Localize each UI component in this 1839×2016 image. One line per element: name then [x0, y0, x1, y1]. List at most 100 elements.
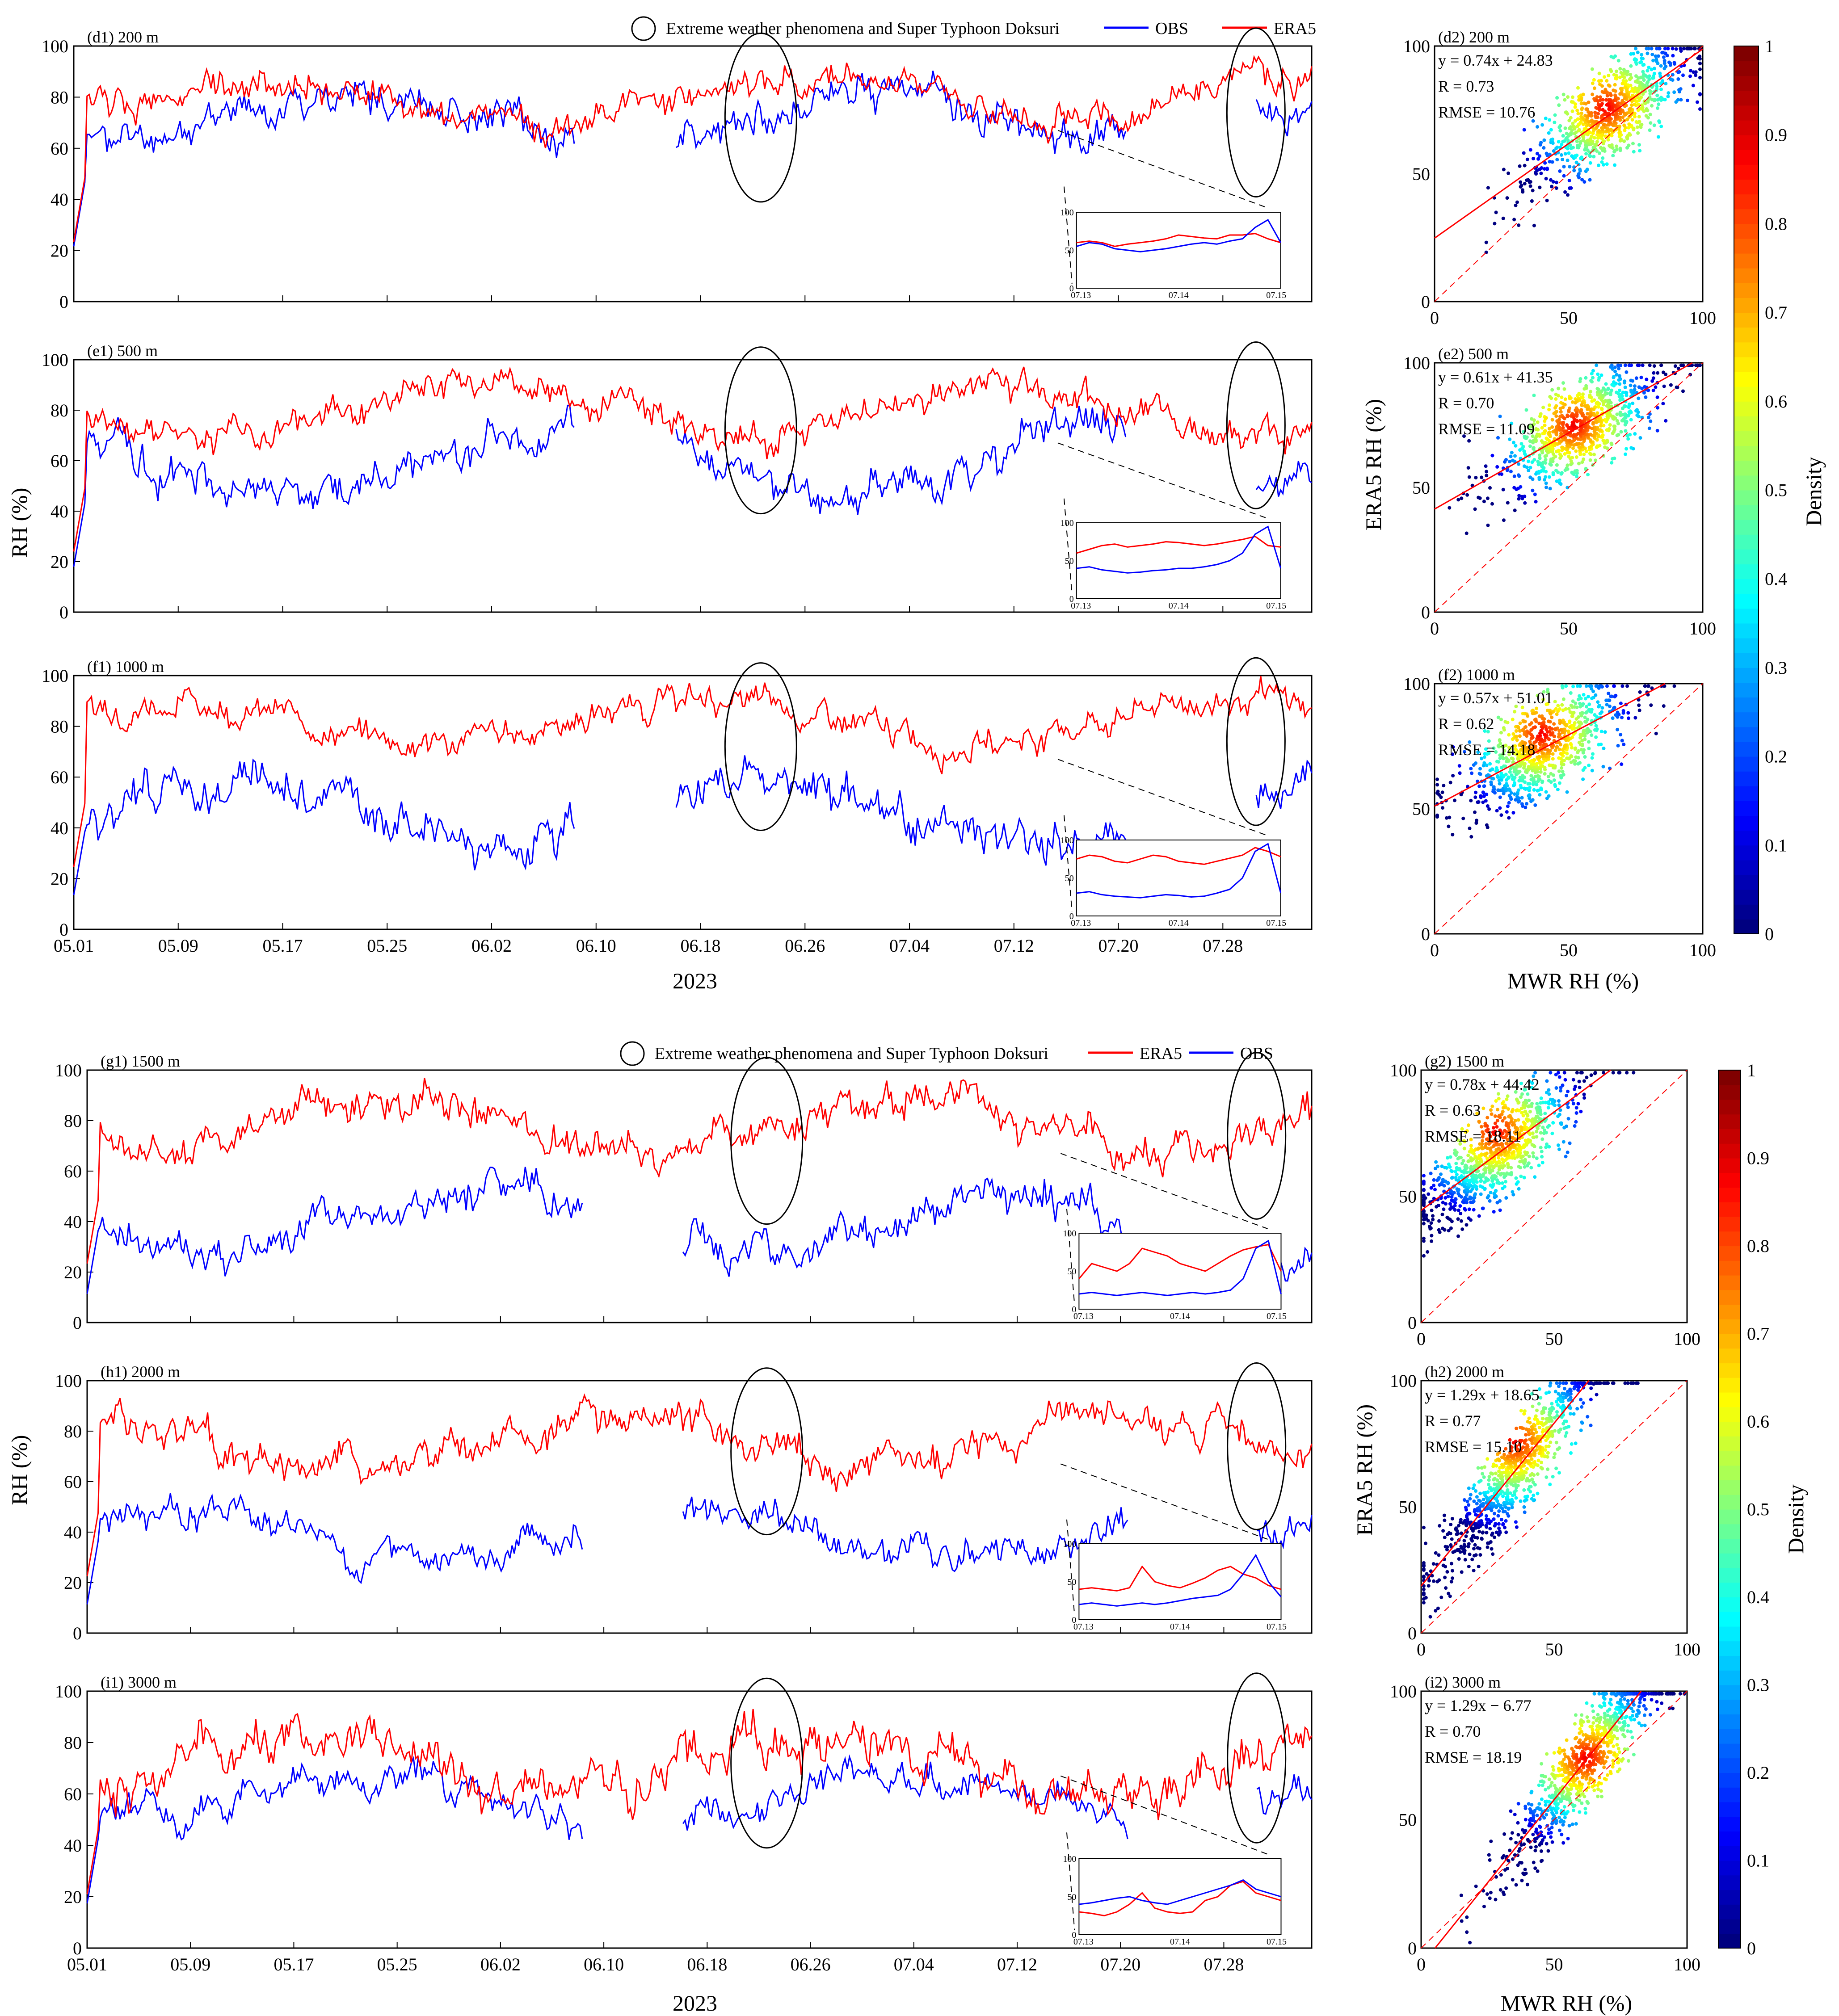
scatter-point [1548, 427, 1551, 431]
scatter-point [1489, 1191, 1493, 1195]
mwr-axis-label-bottom: MWR RH (%) [1501, 1991, 1632, 2016]
scatter-point [1454, 1176, 1458, 1180]
scatter-point [1579, 748, 1583, 752]
scatter-point [1642, 78, 1646, 82]
scatter-point [1478, 1499, 1482, 1503]
scatter-point [1471, 1534, 1475, 1538]
scatter-point [1529, 774, 1533, 778]
scatter-point [1497, 1470, 1501, 1473]
scatter-point [1486, 1518, 1490, 1522]
scatter-point [1472, 1569, 1476, 1573]
scatter-point [1460, 1219, 1463, 1223]
scatter-point [1446, 1156, 1449, 1160]
scatter-point [1627, 363, 1631, 367]
scatter-point [1510, 450, 1514, 454]
scatter-point [1449, 1226, 1453, 1230]
scatter-point [1555, 96, 1559, 100]
scatter-point [1533, 1417, 1537, 1421]
y-tick-label: 50 [1412, 478, 1430, 498]
scatter-point [1571, 446, 1575, 450]
scatter-point [1527, 1432, 1531, 1436]
scatter-point [1589, 1073, 1593, 1077]
scatter-point [1544, 116, 1548, 120]
scatter-point [1671, 46, 1675, 50]
scatter-point [1519, 442, 1523, 446]
scatter-point [1506, 721, 1510, 725]
scatter-point [1543, 161, 1547, 165]
scatter-point [1648, 128, 1652, 132]
scatter-point [1589, 111, 1593, 115]
inset-arrow [1066, 1519, 1075, 1616]
scatter-point [1572, 1386, 1576, 1390]
scatter-point [1625, 89, 1629, 93]
scatter-point [1651, 76, 1654, 80]
scatter-point [1525, 1882, 1529, 1886]
scatter-point [1577, 144, 1581, 148]
scatter-point [1530, 460, 1534, 464]
scatter-point [1599, 103, 1603, 107]
scatter-point [1588, 438, 1592, 442]
scatter-point [1617, 374, 1621, 378]
scatter-point [1542, 690, 1546, 694]
scatter-point [1489, 1108, 1493, 1112]
scatter-point [1563, 190, 1567, 194]
scatter-point [1537, 433, 1541, 437]
scatter-point [1607, 107, 1611, 111]
scatter-point [1519, 1499, 1523, 1503]
scatter-point [1544, 1391, 1548, 1395]
scatter-point [1679, 49, 1683, 53]
scatter-point [1531, 1480, 1535, 1484]
scatter-point [1486, 523, 1490, 527]
scatter-point [1445, 1570, 1449, 1574]
scatter-point [1502, 756, 1505, 760]
scatter-point [1422, 1203, 1426, 1207]
scatter-point [1554, 414, 1558, 418]
scatter-point [1505, 1484, 1509, 1488]
scatter-point [1474, 790, 1478, 794]
scatter-point [1577, 462, 1581, 466]
scatter-point [1659, 81, 1663, 85]
scatter-point [1524, 1427, 1528, 1431]
y-tick-label: 80 [50, 87, 68, 107]
scatter-point [1566, 139, 1570, 143]
scatter-point [1583, 697, 1587, 701]
scatter-point [1553, 113, 1557, 117]
scatter-point [1536, 774, 1540, 778]
scatter-point [1430, 1239, 1434, 1243]
scatter-point [1557, 140, 1561, 144]
scatter-point [1567, 118, 1571, 122]
scatter-point [1456, 1208, 1460, 1212]
inset-y-label: 50 [1067, 1577, 1076, 1587]
inset-x-label: 07.14 [1170, 1622, 1190, 1632]
scatter-point [1523, 806, 1528, 810]
scatter-point [1523, 182, 1527, 186]
scatter-point [1532, 1861, 1536, 1865]
scatter-point [1481, 1106, 1486, 1110]
scatter-point [1422, 1180, 1426, 1184]
scatter-point [1479, 1179, 1483, 1183]
scatter-point [1455, 1529, 1459, 1533]
scatter-point [1478, 1553, 1482, 1557]
scatter-point [1514, 444, 1518, 448]
scatter-point [1629, 418, 1633, 422]
scatter-point [1559, 1405, 1563, 1409]
scatter-point [1601, 98, 1605, 102]
scatter-point [1566, 193, 1570, 197]
scatter-point [1565, 463, 1570, 467]
scatter-point [1519, 1447, 1523, 1451]
series-obs [73, 755, 1313, 895]
scatter-point [1565, 112, 1570, 116]
x-tick-label: 50 [1560, 308, 1578, 328]
scatter-point [1547, 755, 1551, 759]
scatter-point [1462, 1171, 1466, 1175]
scatter-point [1652, 371, 1656, 375]
scatter-point [1563, 403, 1567, 407]
scatter-point [1514, 1176, 1518, 1180]
scatter-point [1468, 826, 1472, 830]
scatter-title: (d2) 200 m [1438, 28, 1510, 46]
scatter-point [1462, 1543, 1466, 1547]
scatter-point [1616, 363, 1620, 367]
scatter-point [1534, 744, 1538, 748]
